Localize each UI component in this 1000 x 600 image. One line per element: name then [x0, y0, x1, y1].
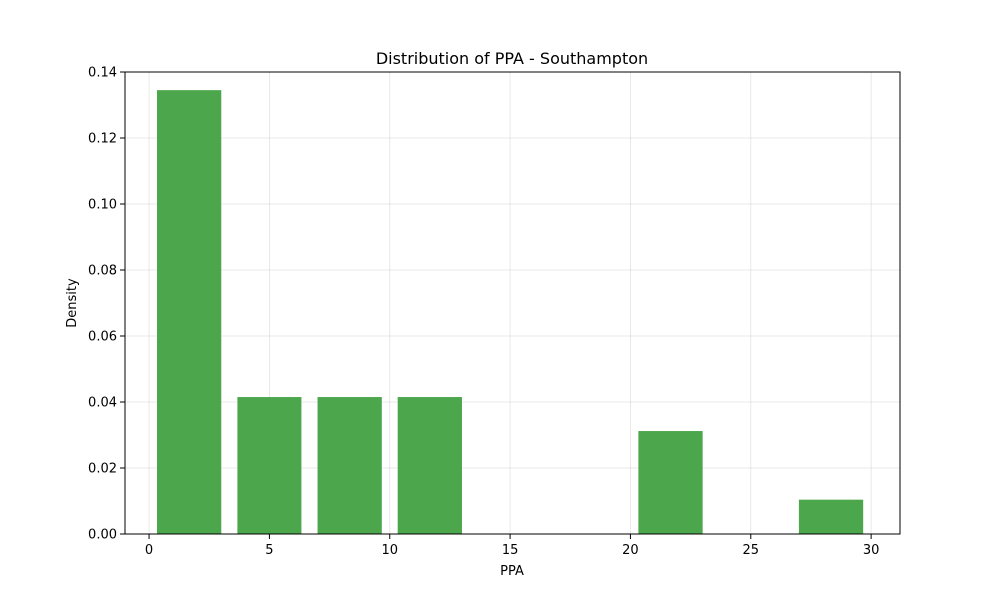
histogram-bar-1: [157, 90, 222, 535]
y-ticks: 0.00 0.02 0.04 0.06 0.08 0.10 0.12 0.14: [88, 66, 125, 543]
plot-frame: [124, 71, 901, 535]
y-tick-label-6: 0.12: [88, 132, 117, 147]
histogram-bar-4: [397, 397, 462, 534]
x-tick-label-10: 10: [381, 543, 398, 558]
x-tick-label-20: 20: [622, 543, 639, 558]
x-ticks: 0 5 10 15 20 25 30: [145, 534, 879, 558]
histogram-bar-6: [798, 499, 864, 534]
y-tick-label-3: 0.06: [88, 330, 117, 345]
x-axis-label: PPA: [500, 564, 524, 579]
y-tick-label-0: 0.00: [88, 528, 117, 543]
y-tick-label-1: 0.02: [88, 462, 117, 477]
x-tick-label-0: 0: [145, 543, 153, 558]
y-tick-label-7: 0.14: [88, 66, 117, 81]
y-axis-label: Density: [65, 278, 80, 328]
bars-layer: [157, 90, 864, 535]
x-tick-label-30: 30: [863, 543, 880, 558]
histogram-bar-3: [317, 397, 382, 534]
x-tick-label-25: 25: [743, 543, 760, 558]
grid-layer: [125, 71, 900, 535]
y-tick-label-5: 0.10: [88, 198, 117, 213]
x-tick-label-15: 15: [502, 543, 519, 558]
x-tick-label-5: 5: [265, 543, 273, 558]
histogram-bar-5: [638, 431, 703, 534]
y-tick-label-2: 0.04: [88, 396, 117, 411]
y-tick-label-4: 0.08: [88, 264, 117, 279]
chart-title: Distribution of PPA - Southampton: [376, 49, 648, 68]
histogram-bar-2: [237, 397, 302, 534]
